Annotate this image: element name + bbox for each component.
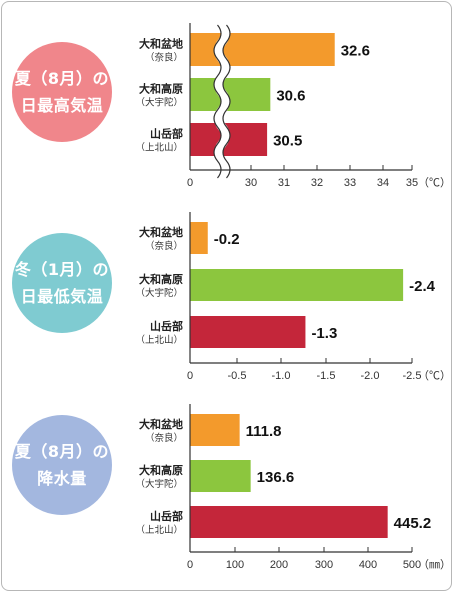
category-label: 大和盆地 xyxy=(139,417,183,431)
data-label: 445.2 xyxy=(394,515,432,532)
tick-label: -1.0 xyxy=(272,370,291,382)
category-label: 大和高原 xyxy=(139,82,183,96)
axis-break-line-right xyxy=(222,24,231,179)
category-sublabel: （大宇陀） xyxy=(135,478,183,490)
bar xyxy=(190,269,404,301)
category-sublabel: （上北山） xyxy=(135,142,183,154)
category-label: 山岳部 xyxy=(150,319,183,333)
data-label: 111.8 xyxy=(246,423,282,440)
category-sublabel: （奈良） xyxy=(145,52,183,64)
tick-label: -1.5 xyxy=(317,370,336,382)
badge-line-1: 夏（8月）の xyxy=(14,69,110,88)
axis-unit-label: （℃） xyxy=(418,369,451,382)
data-label: 30.6 xyxy=(276,88,305,105)
data-label: -1.3 xyxy=(311,325,337,342)
badge-line-2: 日最低気温 xyxy=(20,287,104,306)
category-label: 大和盆地 xyxy=(139,37,183,51)
chart-panel-summer-max-temp: 夏（8月）の 日最高気温 大和盆地 （奈良） 32.6 大和高原 （大宇陀） 30.6 山岳… xyxy=(0,0,455,190)
badge-winter-min-temp: 冬（1月）の 日最低気温 xyxy=(12,233,112,333)
badge-line-1: 夏（8月）の xyxy=(14,442,110,461)
bar xyxy=(190,316,306,348)
tick-label: 100 xyxy=(226,559,244,571)
badge-line-2: 降水量 xyxy=(37,469,87,488)
badge-summer-max-temp: 夏（8月）の 日最高気温 xyxy=(12,42,112,142)
category-sublabel: （上北山） xyxy=(135,524,183,536)
tick-label: -2.0 xyxy=(361,370,380,382)
chart-summer-max-temp: 大和盆地（奈良） 32.6 大和高原（大宇陀） 30.6 山岳部（上北山） 30.5 0 30… xyxy=(135,22,451,189)
chart-winter-min-temp: 大和盆地（奈良） -0.2 大和高原（大宇陀） -2.4 山岳部（上北山） -1.3 0 -0… xyxy=(135,212,451,382)
category-label: 山岳部 xyxy=(150,509,183,523)
bar xyxy=(190,222,208,254)
chart-panel-winter-min-temp: 冬（1月）の 日最低気温 大和盆地 （奈良） -0.2 大和高原 （大宇陀） -2.4 山岳… xyxy=(0,195,455,385)
tick-label: 200 xyxy=(270,559,288,571)
tick-label: 30 xyxy=(245,177,257,189)
data-label: -2.4 xyxy=(409,278,436,295)
tick-label: 31 xyxy=(278,177,290,189)
category-sublabel: （奈良） xyxy=(145,240,183,252)
badge-summer-precipitation: 夏（8月）の 降水量 xyxy=(12,415,112,515)
bar xyxy=(190,460,251,492)
tick-label: 33 xyxy=(344,177,356,189)
tick-label: 500 xyxy=(403,559,421,571)
tick-label: 400 xyxy=(359,559,377,571)
axis-unit-label: （㎜） xyxy=(418,558,451,571)
bar xyxy=(190,33,335,66)
category-sublabel: （奈良） xyxy=(145,432,183,444)
category-label: 大和盆地 xyxy=(139,225,183,239)
badge-line-2: 日最高気温 xyxy=(20,96,104,115)
category-sublabel: （大宇陀） xyxy=(135,287,183,299)
tick-label: 34 xyxy=(377,177,389,189)
chart-panel-summer-precipitation: 夏（8月）の 降水量 大和盆地 （奈良） 111.8 大和高原 （大宇陀） 136.6 山岳… xyxy=(0,397,455,587)
bar xyxy=(190,78,271,111)
tick-label: 0 xyxy=(187,177,193,189)
tick-label: 0 xyxy=(187,559,193,571)
axis-unit-label: （℃） xyxy=(418,176,451,189)
data-label: 136.6 xyxy=(257,469,295,486)
category-label: 大和高原 xyxy=(139,272,183,286)
tick-label: 300 xyxy=(315,559,333,571)
category-label: 山岳部 xyxy=(150,127,183,141)
data-label: -0.2 xyxy=(214,231,240,248)
bar xyxy=(190,506,388,538)
tick-label: -2.5 xyxy=(403,370,422,382)
tick-label: 0 xyxy=(187,370,193,382)
chart-summer-precipitation: 大和盆地（奈良） 111.8 大和高原（大宇陀） 136.6 山岳部（上北山） 445.2… xyxy=(135,404,451,571)
category-sublabel: （上北山） xyxy=(135,334,183,346)
axis-break-line-left xyxy=(213,24,222,179)
bar xyxy=(190,414,240,446)
tick-label: 32 xyxy=(311,177,323,189)
badge-line-1: 冬（1月）の xyxy=(14,260,110,279)
data-label: 30.5 xyxy=(273,133,302,150)
data-label: 32.6 xyxy=(341,43,370,60)
tick-label: -0.5 xyxy=(228,370,247,382)
tick-label: 35 xyxy=(406,177,418,189)
category-label: 大和高原 xyxy=(139,463,183,477)
category-sublabel: （大宇陀） xyxy=(135,97,183,109)
axis-break-band xyxy=(214,22,230,181)
